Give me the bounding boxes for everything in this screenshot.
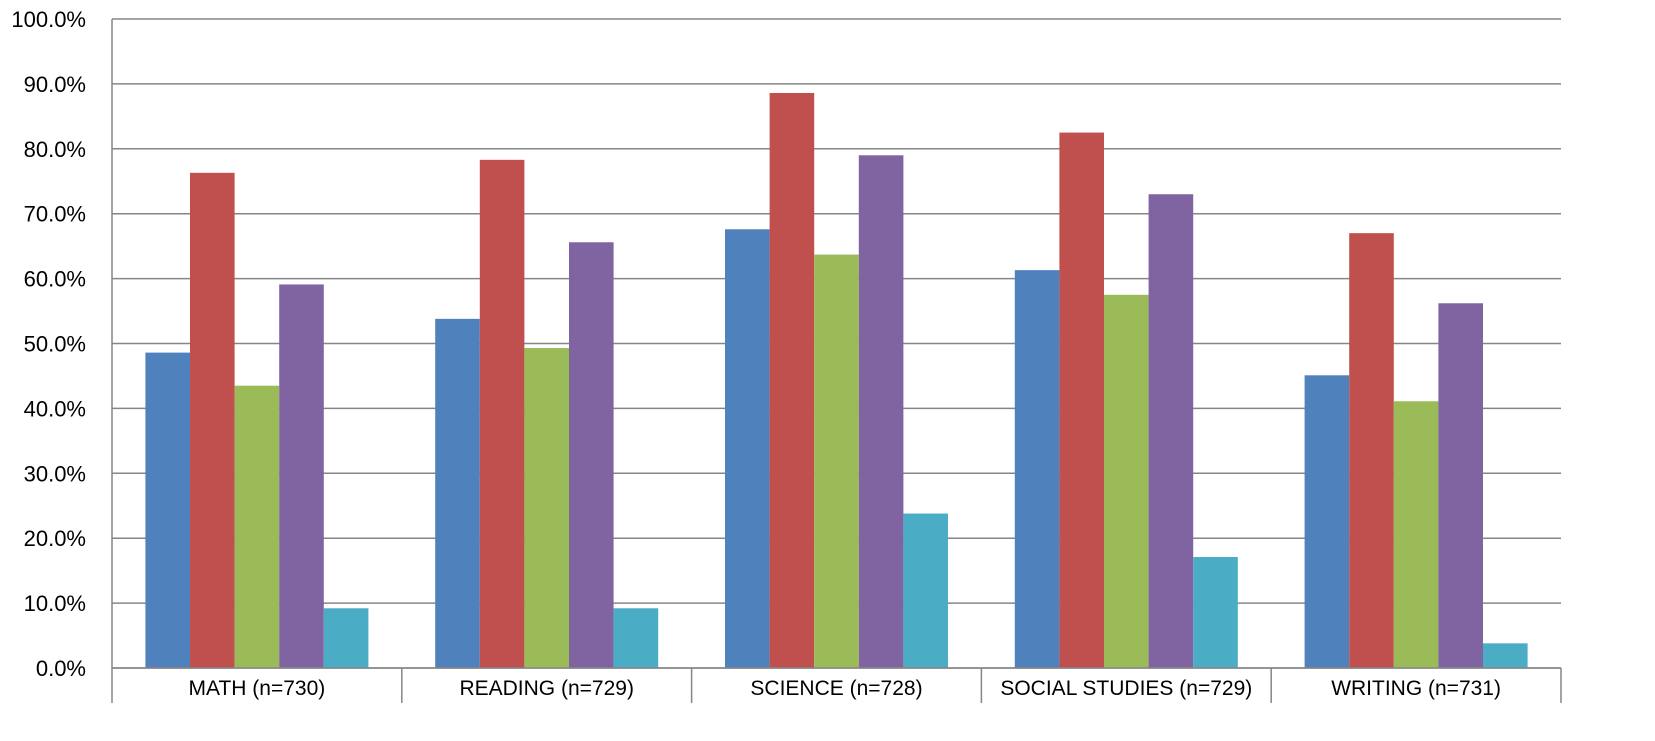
y-tick-label: 50.0% xyxy=(24,332,86,357)
bar xyxy=(1393,401,1439,668)
bar xyxy=(190,172,235,668)
bar xyxy=(1483,643,1528,668)
y-tick-label: 60.0% xyxy=(24,267,86,292)
bar xyxy=(1059,132,1104,668)
bar xyxy=(613,608,659,668)
bar xyxy=(858,155,904,669)
y-tick-label: 80.0% xyxy=(24,137,86,162)
y-tick-label: 10.0% xyxy=(24,591,86,616)
bar xyxy=(323,608,369,668)
bar xyxy=(279,284,324,668)
bar xyxy=(1304,375,1350,668)
bar xyxy=(1014,270,1060,668)
category-label: READING (n=729) xyxy=(459,677,633,700)
y-tick-label: 0.0% xyxy=(36,656,86,681)
y-tick-label: 90.0% xyxy=(24,72,86,97)
bar xyxy=(725,229,770,668)
y-tick-label: 70.0% xyxy=(24,202,86,227)
bar xyxy=(145,352,190,668)
bar xyxy=(814,254,859,668)
y-tick-label: 20.0% xyxy=(24,526,86,551)
bar xyxy=(234,385,280,668)
category-label: SCIENCE (n=728) xyxy=(750,677,922,700)
bar xyxy=(479,159,525,668)
bar xyxy=(1349,233,1394,669)
y-tick-label: 30.0% xyxy=(24,461,86,486)
category-label: MATH (n=730) xyxy=(189,677,326,700)
bar xyxy=(524,348,569,668)
x-axis-categories: MATH (n=730) READING (n=729) SCIENCE (n=72… xyxy=(189,677,1501,700)
y-tick-label: 100.0% xyxy=(11,7,86,32)
bar xyxy=(1104,294,1149,668)
bar xyxy=(435,318,480,668)
bar xyxy=(769,92,815,669)
bar xyxy=(569,242,614,668)
y-tick-label: 40.0% xyxy=(24,396,86,421)
category-label: WRITING (n=731) xyxy=(1331,677,1501,700)
bar xyxy=(903,513,948,668)
bar xyxy=(1148,194,1194,669)
y-axis-ticks: 0.0% 10.0% 20.0% 30.0% 40.0% 50.0% 60.0% 70.0% 8… xyxy=(11,7,86,681)
category-label: SOCIAL STUDIES (n=729) xyxy=(1000,677,1252,700)
bars xyxy=(145,92,1528,669)
axes xyxy=(111,19,1562,703)
bar xyxy=(1438,303,1483,668)
bar xyxy=(1193,557,1238,668)
